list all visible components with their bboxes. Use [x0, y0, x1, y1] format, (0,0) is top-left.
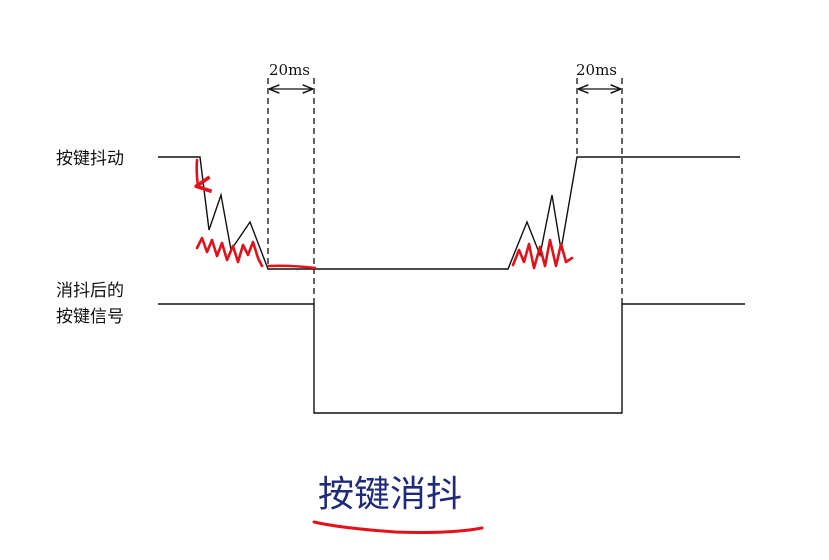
debounced-waveform	[158, 303, 745, 414]
dimension-label-press: 20ms	[269, 61, 310, 79]
debounced-signal-label-line2: 按键信号	[56, 307, 124, 327]
red-annotation-down-arrow	[197, 158, 198, 186]
title-underline	[312, 520, 484, 534]
bounce-signal-label: 按键抖动	[56, 149, 124, 169]
red-annotation-press-squiggle	[195, 236, 264, 268]
bounce-waveform	[158, 156, 740, 270]
debounced-signal-label-line1: 消抖后的	[56, 281, 124, 301]
dimension-label-release: 20ms	[576, 61, 617, 79]
diagram-title: 按键消抖	[318, 474, 462, 515]
red-annotation-release-squiggle	[511, 238, 574, 270]
red-annotation-press-settled	[266, 264, 317, 270]
